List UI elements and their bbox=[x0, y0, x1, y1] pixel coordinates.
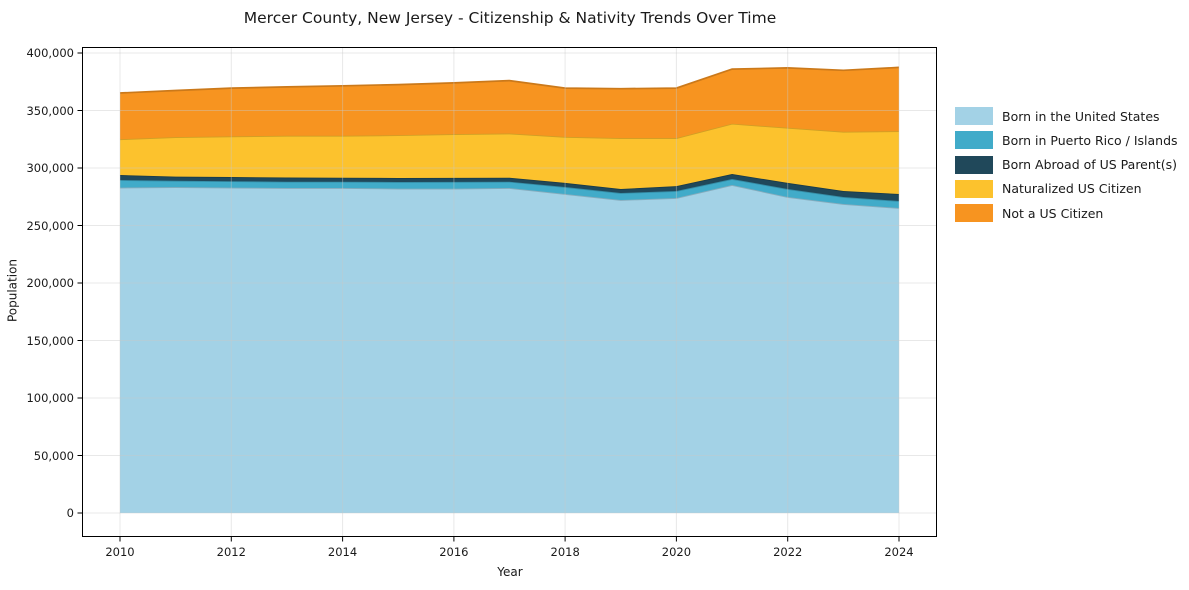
chart-title: Mercer County, New Jersey - Citizenship … bbox=[243, 9, 777, 27]
x-axis-label: Year bbox=[497, 565, 523, 579]
legend-label-not-a-us-citizen: Not a US Citizen bbox=[1002, 205, 1104, 221]
area-naturalized-us-citizen bbox=[120, 123, 899, 194]
y-tick-400-000: 400,000 bbox=[26, 46, 74, 60]
legend: Born in the United States Born in Puerto … bbox=[955, 107, 1178, 228]
area-born-in-puerto-rico-islands bbox=[120, 179, 899, 208]
x-tick-2024: 2024 bbox=[884, 545, 914, 559]
y-tick-300-000: 300,000 bbox=[26, 161, 74, 175]
y-tick-100-000: 100,000 bbox=[26, 391, 74, 405]
x-tick-2018: 2018 bbox=[550, 545, 580, 559]
legend-swatch-naturalized-us-citizen bbox=[955, 179, 993, 198]
x-tick-2020: 2020 bbox=[661, 545, 692, 559]
area-born-in-the-united-states bbox=[120, 185, 899, 513]
legend-label-born-in-puerto-rico-islands: Born in Puerto Rico / Islands bbox=[1002, 132, 1178, 148]
x-tick-2016: 2016 bbox=[439, 545, 469, 559]
legend-item-born-abroad-of-us-parent-s: Born Abroad of US Parent(s) bbox=[955, 155, 1178, 174]
area-series-group bbox=[119, 66, 900, 513]
y-axis-label: Population bbox=[5, 258, 20, 323]
y-tick-150-000: 150,000 bbox=[26, 333, 74, 348]
y-tick-0: 0 bbox=[66, 506, 74, 520]
legend-item-born-in-puerto-rico-islands: Born in Puerto Rico / Islands bbox=[955, 131, 1178, 150]
legend-item-naturalized-us-citizen: Naturalized US Citizen bbox=[955, 179, 1178, 198]
y-tick-250-000: 250,000 bbox=[26, 218, 74, 233]
area-edge-not-a-us-citizen bbox=[119, 66, 900, 94]
y-tick-200-000: 200,000 bbox=[26, 276, 74, 290]
legend-swatch-not-a-us-citizen bbox=[955, 204, 993, 223]
plot-border bbox=[82, 47, 937, 537]
legend-label-naturalized-us-citizen: Naturalized US Citizen bbox=[1002, 181, 1142, 197]
legend-label-born-abroad-of-us-parent-s: Born Abroad of US Parent(s) bbox=[1002, 157, 1177, 173]
legend-item-born-in-the-united-states: Born in the United States bbox=[955, 107, 1178, 125]
tick-marks bbox=[77, 52, 900, 542]
legend-swatch-born-abroad-of-us-parent-s bbox=[955, 155, 993, 174]
y-tick-50-000: 50,000 bbox=[33, 448, 74, 463]
legend-swatch-born-in-puerto-rico-islands bbox=[955, 131, 993, 150]
area-not-a-us-citizen bbox=[120, 67, 899, 140]
x-tick-2012: 2012 bbox=[216, 545, 246, 559]
legend-item-not-a-us-citizen: Not a US Citizen bbox=[955, 204, 1178, 223]
legend-swatch-born-in-the-united-states bbox=[955, 107, 993, 125]
x-tick-2010: 2010 bbox=[105, 545, 135, 559]
gridlines bbox=[82, 47, 937, 537]
x-tick-2014: 2014 bbox=[327, 545, 358, 559]
legend-label-born-in-the-united-states: Born in the United States bbox=[1002, 108, 1160, 124]
y-tick-350-000: 350,000 bbox=[26, 103, 74, 118]
x-tick-2022: 2022 bbox=[773, 545, 803, 559]
